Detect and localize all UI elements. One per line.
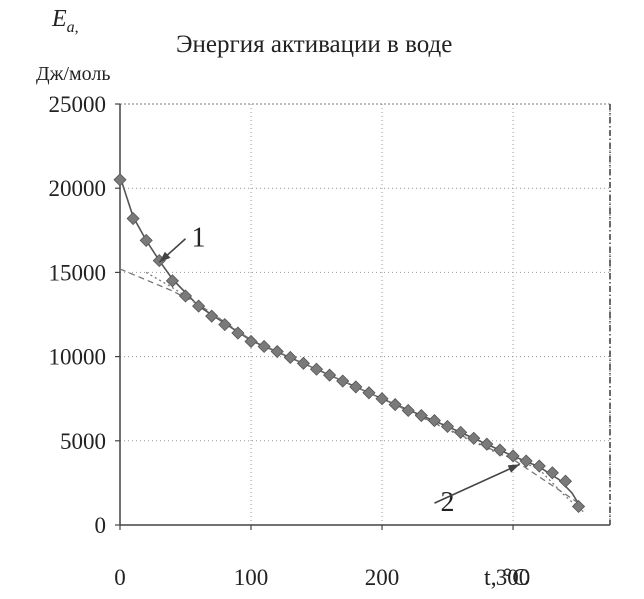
x-tick-label: 0 — [114, 565, 126, 590]
data-point — [140, 234, 152, 246]
annotation-arrowhead-2 — [508, 464, 520, 472]
y-tick-labels: 0 5000 10000 15000 20000 25000 — [49, 92, 121, 538]
data-point — [284, 351, 296, 363]
data-point — [546, 467, 558, 479]
y-axis-separator: , — [75, 19, 79, 36]
data-point — [114, 174, 126, 186]
y-axis-subscript: a — [67, 19, 75, 36]
data-points — [114, 174, 585, 513]
svg-text:t, °C: t, °C — [484, 565, 528, 591]
x-axis-variable: t, — [484, 565, 497, 591]
data-point — [324, 369, 336, 381]
curve-annotations: 12 — [159, 223, 519, 518]
data-point — [494, 444, 506, 456]
y-tick-label: 15000 — [49, 260, 107, 285]
y-axis-symbol: E — [51, 6, 67, 32]
y-axis-label: Ea, Дж/моль — [36, 6, 111, 85]
y-tick-label: 10000 — [49, 345, 107, 370]
grid-lines — [120, 104, 610, 525]
data-point — [507, 450, 519, 462]
data-point — [402, 404, 414, 416]
data-point — [442, 420, 454, 432]
svg-text:Ea,: Ea, — [51, 6, 79, 36]
data-point — [297, 357, 309, 369]
x-axis-unit: °C — [503, 565, 529, 591]
chart-title: Энергия активации в воде — [176, 31, 452, 58]
y-tick-label: 25000 — [49, 92, 107, 117]
data-point — [363, 387, 375, 399]
annotation-label-2: 2 — [440, 487, 454, 518]
fit-curves — [120, 176, 585, 513]
x-tick-label: 100 — [234, 565, 269, 590]
y-tick-label: 5000 — [60, 429, 106, 454]
plot-frame — [120, 104, 610, 525]
data-point — [311, 363, 323, 375]
annotation-arrow-2 — [434, 464, 519, 503]
data-point — [258, 340, 270, 352]
data-point — [481, 438, 493, 450]
data-point — [271, 346, 283, 358]
x-axis-label: t, °C — [484, 565, 528, 591]
x-tick-label: 200 — [365, 565, 400, 590]
y-tick-label: 20000 — [49, 176, 107, 201]
data-point — [389, 399, 401, 411]
data-point — [337, 375, 349, 387]
x-tick-labels: 0 100 200 300 — [114, 525, 530, 590]
y-tick-label: 0 — [95, 513, 107, 538]
data-point — [350, 381, 362, 393]
data-point — [559, 475, 571, 487]
data-point — [376, 393, 388, 405]
y-axis-unit: Дж/моль — [36, 63, 111, 85]
annotation-label-1: 1 — [192, 223, 206, 254]
data-point — [468, 432, 480, 444]
plot-area-border — [120, 104, 610, 525]
data-point — [127, 213, 139, 225]
data-point — [180, 290, 192, 302]
